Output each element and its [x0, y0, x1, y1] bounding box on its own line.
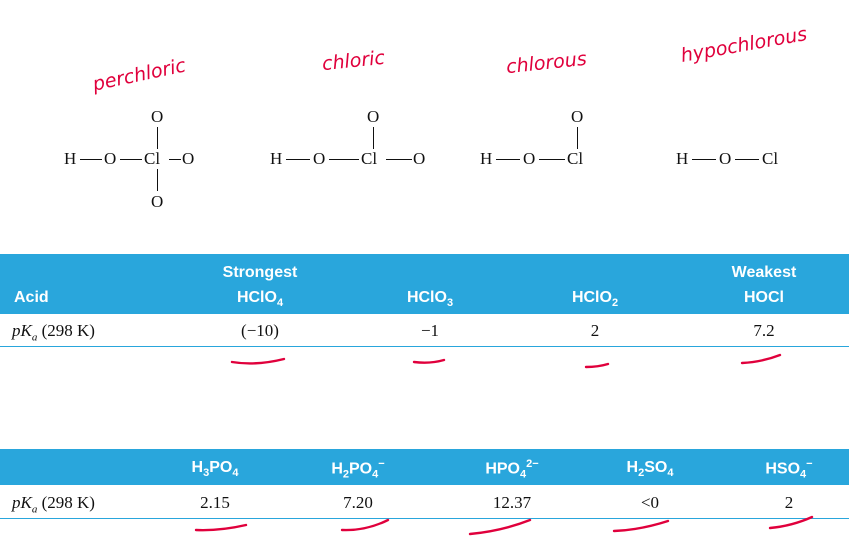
weakest-label: Weakest	[731, 264, 797, 281]
atom-h: H	[676, 149, 689, 168]
atom-h: H	[64, 149, 77, 168]
pka-h2po4: 7.20	[343, 493, 373, 512]
col-hclo4: HClO4	[236, 289, 284, 310]
col-hpo4: HPO42−	[485, 458, 539, 481]
atom-o: O	[182, 149, 195, 168]
bond	[692, 159, 716, 160]
annotation-perchloric: perchloric	[90, 54, 188, 96]
pka-hclo3: −1	[420, 321, 440, 340]
underline-hclo3	[412, 358, 446, 364]
strongest-label: Strongest	[222, 264, 298, 281]
atom-o: O	[413, 149, 426, 168]
bond	[286, 159, 310, 160]
pka-row-label-2: pKa (298 K)	[12, 493, 95, 515]
pka-row-label: pKa (298 K)	[12, 321, 95, 343]
underline-hpo4	[468, 518, 532, 536]
annotation-hypochlorous: hypochlorous	[679, 23, 809, 67]
acid-header: Acid	[14, 289, 49, 306]
bond	[157, 127, 158, 149]
atom-cl: Cl	[567, 149, 584, 168]
col-hocl: HOCl	[744, 289, 784, 306]
bond	[735, 159, 759, 160]
atom-o: O	[367, 107, 380, 126]
table2-bottom-rule	[0, 518, 849, 519]
col-h3po4: H3PO4	[191, 459, 239, 480]
atom-cl: Cl	[361, 149, 378, 168]
atom-cl: Cl	[144, 149, 161, 168]
structure-perchloric-acid: H O Cl O O O	[0, 100, 240, 220]
structure-hypochlorous-acid: H O Cl	[0, 100, 849, 220]
atom-o: O	[151, 107, 164, 126]
col-hclo3: HClO3	[406, 289, 454, 310]
atom-o: O	[719, 149, 732, 168]
atom-o: O	[523, 149, 536, 168]
structure-chloric-acid: H O Cl O O	[0, 100, 460, 220]
pka-p: p	[12, 493, 21, 512]
bond	[157, 169, 158, 191]
underline-h2po4	[340, 518, 390, 532]
pka-a: a	[31, 331, 38, 344]
pka-hclo2: 2	[590, 321, 600, 340]
pka-temp: (298 K)	[37, 321, 95, 340]
bond	[577, 127, 578, 149]
pka-hocl: 7.2	[753, 321, 775, 340]
bond	[169, 159, 181, 160]
structure-chlorous-acid: H O Cl O	[0, 100, 640, 220]
atom-h: H	[270, 149, 283, 168]
pka-hclo4: (−10)	[241, 321, 279, 340]
col-h2po4: H2PO4−	[331, 458, 385, 481]
annotation-chloric: chloric	[321, 46, 386, 76]
atom-o: O	[571, 107, 584, 126]
bond	[539, 159, 565, 160]
table1-bottom-rule	[0, 346, 849, 347]
col-hclo2: HClO2	[571, 289, 619, 310]
bond	[386, 159, 412, 160]
underline-h3po4	[194, 523, 248, 532]
underline-hclo2	[584, 362, 610, 369]
atom-o: O	[313, 149, 326, 168]
bond	[329, 159, 359, 160]
underline-hclo4	[230, 357, 286, 365]
atom-o: O	[104, 149, 117, 168]
bond	[496, 159, 520, 160]
table2-header: H3PO4 H2PO4− HPO42− H2SO4 HSO4−	[0, 449, 849, 485]
pka-k: K	[20, 493, 32, 512]
bond	[80, 159, 102, 160]
pka-hpo4: 12.37	[492, 493, 532, 512]
pka-temp: (298 K)	[37, 493, 95, 512]
pka-p: p	[12, 321, 21, 340]
pka-hso4: 2	[784, 493, 794, 512]
bond	[373, 127, 374, 149]
atom-h: H	[480, 149, 493, 168]
pka-h3po4: 2.15	[200, 493, 230, 512]
col-h2so4: H2SO4	[626, 459, 674, 480]
table1-header: Acid Strongest HClO4 HClO3 HClO2 Weakest…	[0, 254, 849, 314]
pka-a: a	[31, 503, 38, 516]
col-hso4: HSO4−	[765, 458, 813, 481]
pka-h2so4: <0	[640, 493, 660, 512]
bond	[120, 159, 142, 160]
annotation-chlorous: chlorous	[505, 47, 588, 79]
atom-o: O	[151, 192, 164, 211]
underline-h2so4	[612, 519, 670, 533]
underline-hocl	[740, 353, 782, 365]
pka-k: K	[20, 321, 32, 340]
atom-cl: Cl	[762, 149, 779, 168]
